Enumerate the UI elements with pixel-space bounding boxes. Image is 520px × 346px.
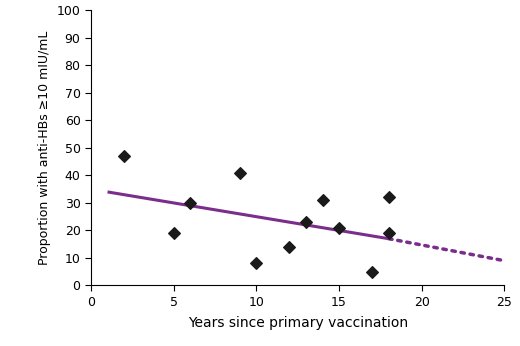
Point (302, 219, 310, 225)
Point (335, 225, 343, 230)
Point (318, 198, 327, 203)
Point (384, 230, 393, 236)
Point (285, 244, 294, 250)
Point (170, 230, 178, 236)
Point (186, 200, 194, 206)
Point (368, 269, 376, 274)
Point (384, 195, 393, 200)
Point (236, 170, 244, 175)
Point (120, 153, 128, 159)
Y-axis label: Proportion with anti-HBs ≥10 mIU/mL: Proportion with anti-HBs ≥10 mIU/mL (38, 31, 51, 265)
X-axis label: Years since primary vaccination: Years since primary vaccination (188, 316, 408, 330)
Point (252, 261, 261, 266)
